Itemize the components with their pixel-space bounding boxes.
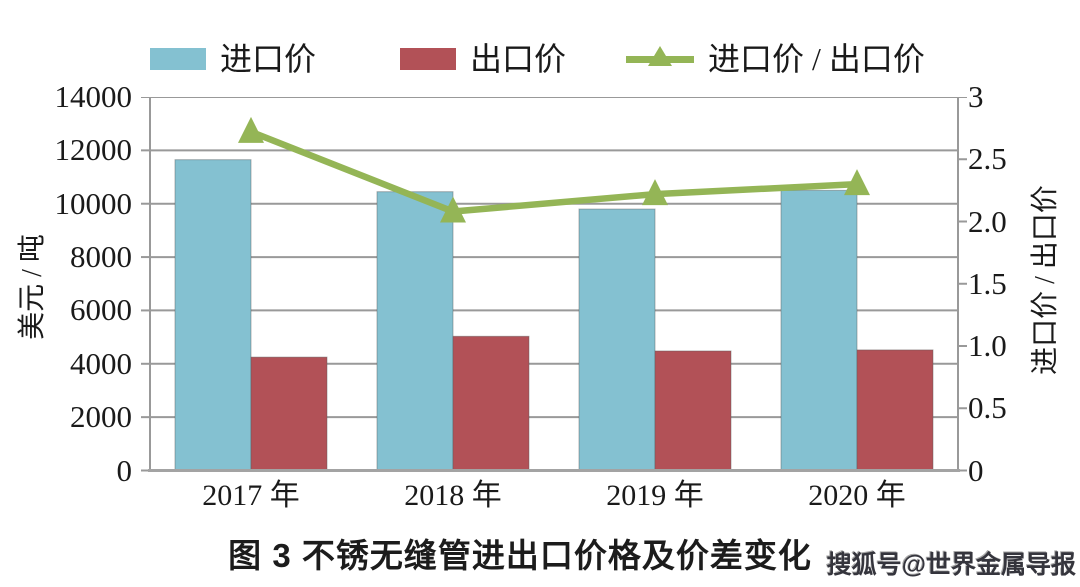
export-price-bar: [654, 350, 732, 471]
export-price-swatch: [400, 48, 456, 70]
left-axis-tick: 4000: [70, 345, 132, 381]
legend-label-price-ratio: 进口价 / 出口价: [708, 41, 925, 77]
right-axis-tick: 1.0: [968, 328, 1007, 363]
ratio-line-triangle-icon: [626, 44, 694, 74]
figure-caption: 图 3 不锈无缝管进出口价格及价差变化: [228, 537, 812, 574]
import-price-bar: [376, 191, 454, 472]
left-axis-tick: 6000: [70, 292, 132, 328]
ratio-marker-triangle: [238, 116, 264, 143]
legend-item-import-price: 进口价: [150, 42, 316, 76]
right-axis-tick: 1.5: [968, 265, 1007, 301]
import-price-bar: [780, 189, 858, 471]
ratio-marker-triangle: [440, 196, 466, 223]
left-axis-tick: 12000: [54, 132, 133, 168]
legend-label-export-price: 出口价: [470, 41, 567, 77]
export-price-bar: [856, 349, 934, 471]
x-axis-label: 2018 年: [404, 479, 502, 512]
left-axis-tick: 2000: [70, 399, 132, 435]
legend-item-price-ratio: 进口价 / 出口价: [626, 42, 925, 76]
left-axis-tick: 10000: [54, 185, 133, 221]
x-axis-label: 2019 年: [606, 479, 704, 512]
x-axis-label: 2020 年: [808, 479, 906, 512]
right-axis-tick: 2.0: [968, 203, 1007, 239]
right-axis-tick: 2.5: [968, 141, 1007, 177]
right-axis-tick: 0.5: [968, 390, 1007, 426]
sohu-watermark: 搜狐号@世界金属导报: [826, 551, 1076, 579]
left-axis-tick: 8000: [70, 239, 132, 275]
import-price-swatch: [150, 48, 206, 70]
right-axis-tick: 0: [968, 452, 984, 488]
export-price-bar: [452, 335, 530, 471]
ratio-marker-triangle: [642, 179, 668, 206]
x-axis-label: 2017 年: [202, 479, 300, 512]
left-axis-tick: 0: [116, 452, 133, 488]
legend-label-import-price: 进口价: [220, 41, 317, 77]
ratio-line: [247, 128, 861, 215]
import-price-bar: [578, 208, 656, 472]
import-price-bar: [174, 159, 252, 471]
export-price-bar: [250, 356, 328, 471]
right-axis-title: 进口价 / 出口价: [1030, 185, 1061, 375]
legend-item-export-price: 出口价: [400, 42, 566, 76]
plot-area: [141, 97, 967, 472]
ratio-triangle-swatch: [648, 46, 672, 66]
left-axis-tick: 14000: [54, 79, 133, 114]
right-axis-tick: 3: [968, 79, 984, 114]
ratio-marker-triangle: [844, 169, 870, 196]
